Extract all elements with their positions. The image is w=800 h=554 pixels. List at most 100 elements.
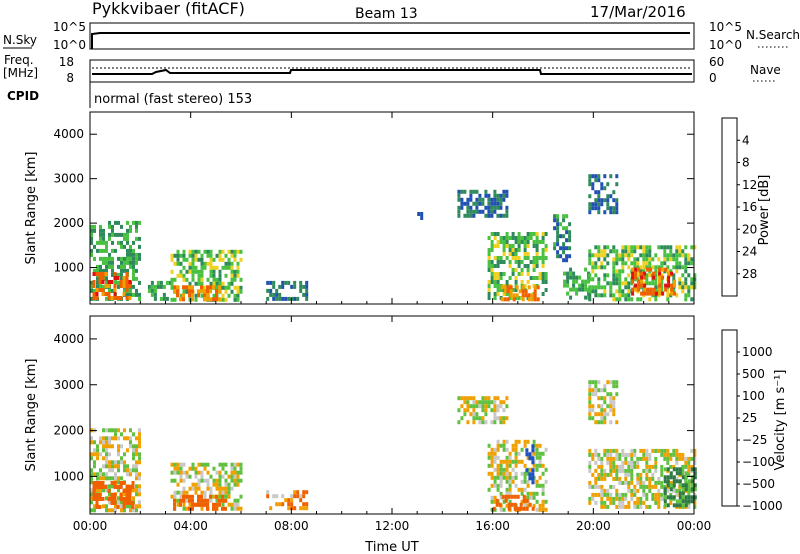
- data-cell: [493, 284, 497, 288]
- data-cell: [496, 201, 500, 206]
- data-cell: [293, 494, 297, 499]
- data-cell: [135, 484, 138, 489]
- data-cell: [176, 289, 179, 294]
- data-cell: [591, 269, 595, 274]
- data-cell: [120, 460, 123, 465]
- data-cell: [218, 470, 222, 475]
- data-cell: [651, 265, 655, 270]
- data-cell: [499, 479, 503, 484]
- data-cell: [221, 462, 225, 467]
- data-cell: [618, 289, 622, 294]
- data-cell: [684, 503, 688, 508]
- data-cell: [108, 500, 111, 505]
- data-cell: [505, 479, 509, 484]
- data-cell: [218, 490, 222, 495]
- data-cell: [111, 272, 114, 277]
- data-cell: [505, 209, 509, 214]
- colorbar-frame: [721, 329, 738, 507]
- data-cell: [233, 498, 237, 503]
- data-cell: [615, 468, 619, 473]
- data-cell: [600, 456, 604, 461]
- data-cell: [667, 275, 671, 280]
- data-cell: [637, 267, 641, 272]
- data-cell: [690, 245, 694, 250]
- data-cell: [490, 463, 494, 468]
- data-cell: [218, 486, 222, 491]
- data-cell: [182, 273, 186, 278]
- data-cell: [123, 492, 126, 497]
- data-cell: [513, 494, 517, 499]
- data-cell: [129, 248, 132, 253]
- data-cell: [101, 485, 105, 489]
- data-cell: [224, 498, 227, 503]
- data-cell: [600, 388, 604, 393]
- data-cell: [111, 476, 114, 481]
- data-cell: [275, 502, 279, 507]
- data-cell: [690, 281, 694, 286]
- data-cell: [669, 464, 673, 469]
- data-cell: [684, 487, 688, 492]
- data-cell: [493, 201, 497, 206]
- data-cell: [505, 491, 509, 496]
- data-cell: [125, 272, 129, 276]
- data-cell: [98, 272, 102, 276]
- data-cell: [117, 448, 120, 453]
- data-cell: [215, 285, 219, 290]
- data-cell: [636, 504, 640, 509]
- data-cell: [469, 193, 473, 198]
- data-cell: [684, 293, 688, 298]
- data-cell: [684, 269, 688, 274]
- data-cell: [194, 249, 198, 254]
- data-cell: [90, 228, 93, 233]
- data-cell: [472, 189, 476, 194]
- data-cell: [269, 292, 273, 297]
- data-cell: [645, 452, 649, 457]
- data-cell: [631, 279, 635, 284]
- data-cell: [603, 504, 607, 509]
- data-cell: [511, 479, 515, 484]
- data-cell: [606, 261, 610, 266]
- data-cell: [463, 396, 467, 401]
- data-cell: [597, 476, 601, 481]
- data-cell: [105, 260, 108, 265]
- data-cell: [648, 265, 652, 270]
- data-cell: [135, 460, 138, 465]
- data-cell: [125, 497, 129, 501]
- data-cell: [615, 174, 619, 179]
- data-cell: [107, 292, 111, 296]
- data-cell: [209, 498, 213, 503]
- data-cell: [138, 500, 141, 505]
- data-cell: [499, 416, 503, 421]
- data-cell: [569, 275, 573, 280]
- data-cell: [102, 248, 105, 253]
- data-cell: [663, 456, 667, 461]
- data-cell: [575, 279, 579, 284]
- data-cell: [588, 448, 592, 453]
- data-cell: [565, 226, 569, 231]
- data-cell: [102, 444, 105, 449]
- data-cell: [525, 448, 529, 453]
- data-cell: [690, 467, 694, 472]
- data-cell: [514, 455, 518, 460]
- data-cell: [517, 264, 521, 268]
- data-cell: [230, 506, 234, 511]
- data-cell: [615, 297, 619, 302]
- data-cell: [495, 498, 499, 503]
- data-cell: [588, 257, 592, 262]
- data-cell: [535, 467, 539, 472]
- data-cell: [591, 265, 595, 270]
- data-cell: [233, 285, 237, 290]
- data-cell: [609, 404, 613, 409]
- data-cell: [120, 476, 123, 481]
- data-cell: [526, 483, 530, 488]
- data-cell: [600, 198, 604, 203]
- data-cell: [618, 269, 622, 274]
- data-cell: [126, 248, 129, 253]
- data-cell: [631, 287, 635, 292]
- data-cell: [230, 474, 234, 479]
- data-cell: [236, 470, 240, 475]
- freq-tick-bottom: 8: [66, 71, 74, 85]
- data-cell: [512, 297, 516, 302]
- data-cell: [200, 277, 204, 282]
- data-cell: [475, 189, 479, 194]
